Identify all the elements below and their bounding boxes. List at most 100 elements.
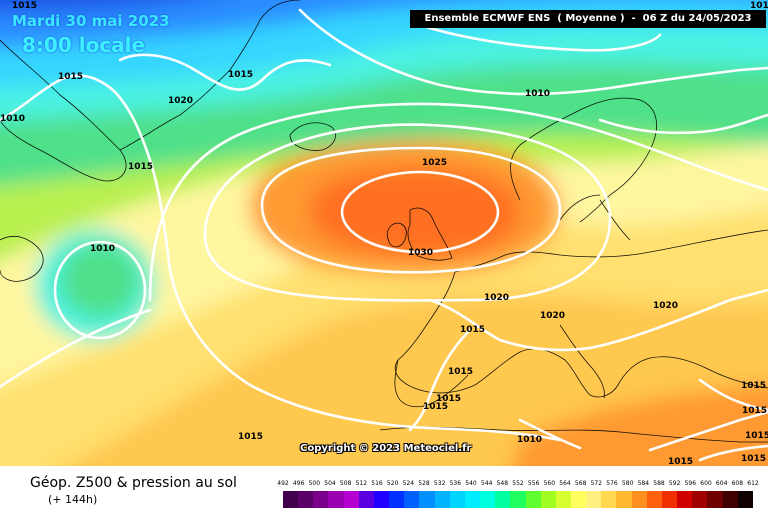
scale-swatch [389, 491, 405, 508]
scale-swatch [540, 491, 556, 508]
scale-swatch [677, 491, 693, 508]
coastlines [0, 0, 768, 443]
scale-swatch [404, 491, 420, 508]
isobar-label: 1020 [540, 311, 566, 321]
isobar-label: 1010 [517, 435, 543, 445]
copyright-notice: Copyright © 2023 Meteociel.fr [300, 443, 472, 454]
scale-value: 588 [653, 480, 665, 487]
isobar-label: 1015 [460, 325, 486, 335]
geopotential-field [0, 0, 768, 466]
isobar-label: 1010 [90, 244, 116, 254]
scale-value: 508 [339, 480, 352, 487]
scale-value: 492 [277, 480, 289, 487]
scale-value: 536 [449, 480, 462, 487]
model-run-info: Ensemble ECMWF ENS ( Moyenne ) - 06 Z du… [410, 10, 766, 28]
scale-value: 548 [496, 480, 509, 487]
scale-value: 596 [684, 480, 697, 487]
scale-value: 576 [606, 480, 618, 487]
scale-swatch [373, 491, 390, 508]
scale-value: 516 [371, 480, 383, 487]
scale-value: 512 [355, 480, 368, 487]
scale-value: 584 [637, 480, 650, 487]
isobar-label: 1020 [168, 96, 194, 106]
isobar-label: 1020 [484, 293, 510, 303]
scale-swatch [737, 491, 753, 508]
scale-swatch [586, 491, 602, 508]
scale-value: 600 [700, 480, 712, 487]
scale-value: 592 [668, 480, 681, 487]
scale-value: 520 [386, 480, 399, 487]
scale-value: 544 [480, 480, 493, 487]
scale-swatch [434, 491, 450, 508]
scale-swatch [661, 491, 678, 508]
isobar-label: 1015 [668, 457, 694, 467]
isobar-label: 1015 [742, 406, 768, 416]
isobar-label: 1015 [238, 432, 264, 442]
isobar-label: 1010 [0, 114, 26, 124]
scale-swatch [631, 491, 647, 508]
isobar-label: 1015 [745, 431, 768, 441]
isobar-label: 1015 [436, 394, 462, 404]
scale-swatch [343, 491, 359, 508]
isobar-label: 1015 [741, 454, 767, 464]
isobar-label: 1010 [525, 89, 551, 99]
scale-value: 572 [590, 480, 603, 487]
forecast-local-time: 8:00 locale [22, 33, 146, 57]
scale-swatch [510, 491, 526, 508]
color-scale-bar [283, 491, 753, 508]
isobar-label: 1015 [128, 162, 154, 172]
scale-value: 608 [731, 480, 744, 487]
scale-value: 604 [715, 480, 728, 487]
color-scale-labels: 492 496 500 504 508 512 516 520 524 528 532 536 540 5… [277, 480, 758, 488]
scale-value: 540 [465, 480, 477, 487]
z500-map [0, 0, 768, 466]
scale-swatch [464, 491, 481, 508]
scale-swatch [601, 491, 617, 508]
scale-swatch [480, 491, 496, 508]
scale-swatch [722, 491, 738, 508]
scale-value: 552 [512, 480, 524, 487]
scale-swatch [692, 491, 708, 508]
scale-value: 580 [621, 480, 634, 487]
scale-value: 612 [747, 480, 759, 487]
scale-swatch [707, 491, 723, 508]
scale-swatch [570, 491, 587, 508]
scale-swatch [449, 491, 465, 508]
scale-swatch [495, 491, 511, 508]
scale-value: 532 [433, 480, 446, 487]
legend-subtitle: (+ 144h) [48, 493, 98, 506]
isobar-label: 1015 [741, 381, 767, 391]
scale-value: 564 [559, 480, 571, 487]
scale-value: 504 [324, 480, 336, 487]
isobar-label: 1020 [653, 301, 679, 311]
scale-swatch [525, 491, 541, 508]
scale-value: 560 [543, 480, 556, 487]
scale-value: 556 [527, 480, 540, 487]
scale-value: 496 [292, 480, 305, 487]
scale-value: 528 [418, 480, 430, 487]
scale-swatch [313, 491, 329, 508]
scale-swatch [298, 491, 314, 508]
scale-value: 500 [308, 480, 321, 487]
scale-swatch [283, 491, 299, 508]
scale-value: 524 [402, 480, 415, 487]
scale-swatch [555, 491, 571, 508]
forecast-date: Mardi 30 mai 2023 [12, 12, 170, 30]
isobar-label: 1015 [423, 402, 449, 412]
isobar-label: 1015 [58, 72, 84, 82]
isobars [0, 8, 768, 462]
legend-title: Géop. Z500 & pression au sol [30, 475, 237, 491]
scale-swatch [358, 491, 374, 508]
scale-value: 568 [574, 480, 587, 487]
isobar-label: 1030 [408, 248, 434, 258]
isobar-label: 1015 [12, 1, 38, 11]
isobar-label: 1025 [422, 158, 448, 168]
scale-swatch [646, 491, 662, 508]
scale-swatch [328, 491, 344, 508]
isobar-label: 101 [750, 1, 768, 11]
isobar-label: 1015 [228, 70, 254, 80]
scale-swatch [616, 491, 632, 508]
scale-swatch [419, 491, 435, 508]
isobar-label: 1015 [448, 367, 474, 377]
